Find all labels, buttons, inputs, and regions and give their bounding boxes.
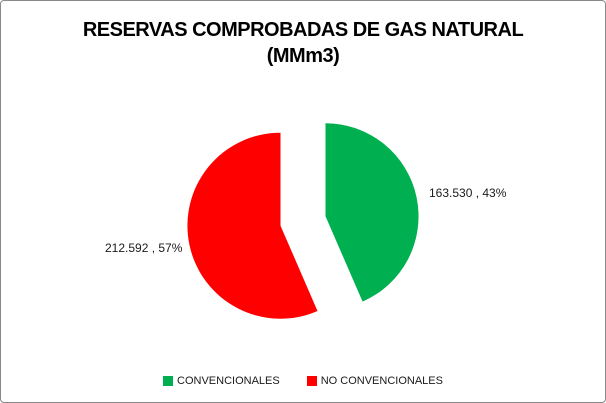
legend-item-no-convencionales: NO CONVENCIONALES (306, 375, 443, 387)
legend-label-no-convencionales: NO CONVENCIONALES (320, 375, 443, 387)
chart-title-line2: (MMm3) (266, 45, 340, 67)
chart-title-line1: RESERVAS COMPROBADAS DE GAS NATURAL (82, 19, 524, 41)
data-label-no-convencionales: 212.592 , 57% (105, 241, 183, 255)
pie-slice-no-convencionales (187, 132, 318, 319)
legend-swatch-green-icon (163, 376, 174, 386)
legend-item-convencionales: CONVENCIONALES (163, 375, 280, 387)
pie-slice-convencionales (325, 123, 419, 302)
chart-legend: CONVENCIONALES NO CONVENCIONALES (1, 375, 605, 387)
legend-label-convencionales: CONVENCIONALES (177, 375, 280, 387)
data-label-convencionales: 163.530 , 43% (429, 186, 507, 200)
chart-title: RESERVAS COMPROBADAS DE GAS NATURAL (MMm… (1, 17, 605, 69)
legend-swatch-red-icon (306, 376, 317, 386)
